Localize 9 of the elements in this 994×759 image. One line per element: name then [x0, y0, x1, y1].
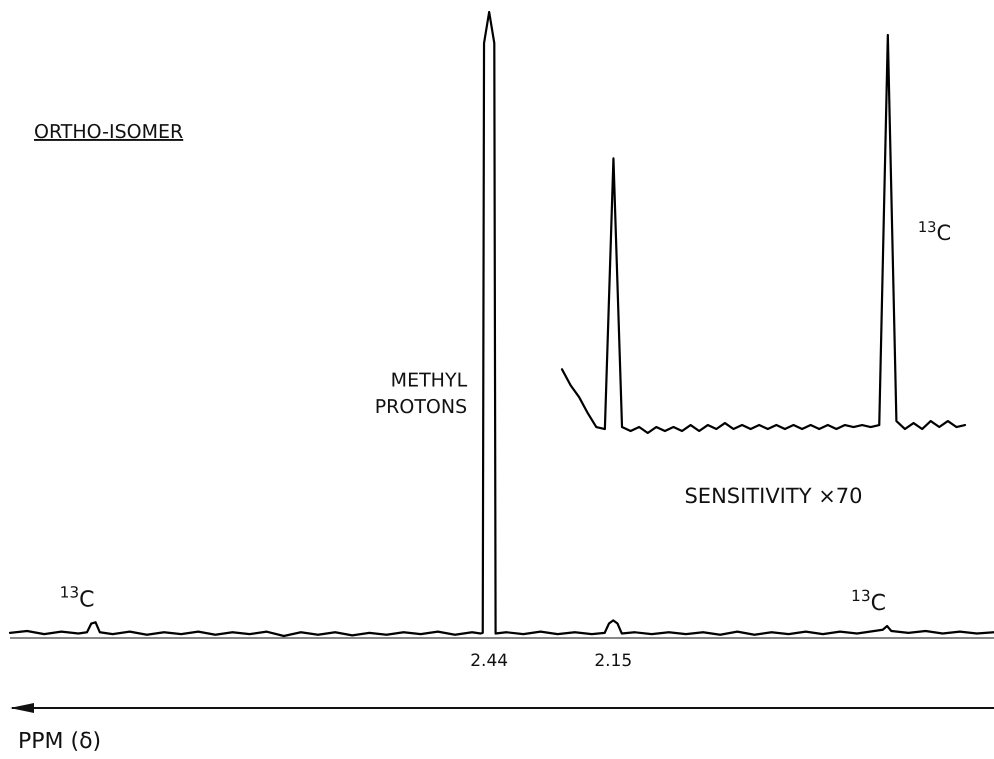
annotation: $^{13}$C	[60, 583, 95, 612]
x-axis-title: PPM (δ)	[18, 729, 102, 754]
annotation: $^{13}$C	[918, 218, 952, 245]
annotation: $^{13}$C	[851, 587, 886, 616]
annotation: METHYL PROTONS	[374, 369, 468, 418]
text: ORTHO-ISOMER	[34, 121, 184, 143]
annotation: SENSITIVITY ×70	[684, 484, 863, 508]
x-tick-label: 2.15	[594, 651, 632, 672]
x-tick-label: 2.44	[470, 651, 508, 672]
